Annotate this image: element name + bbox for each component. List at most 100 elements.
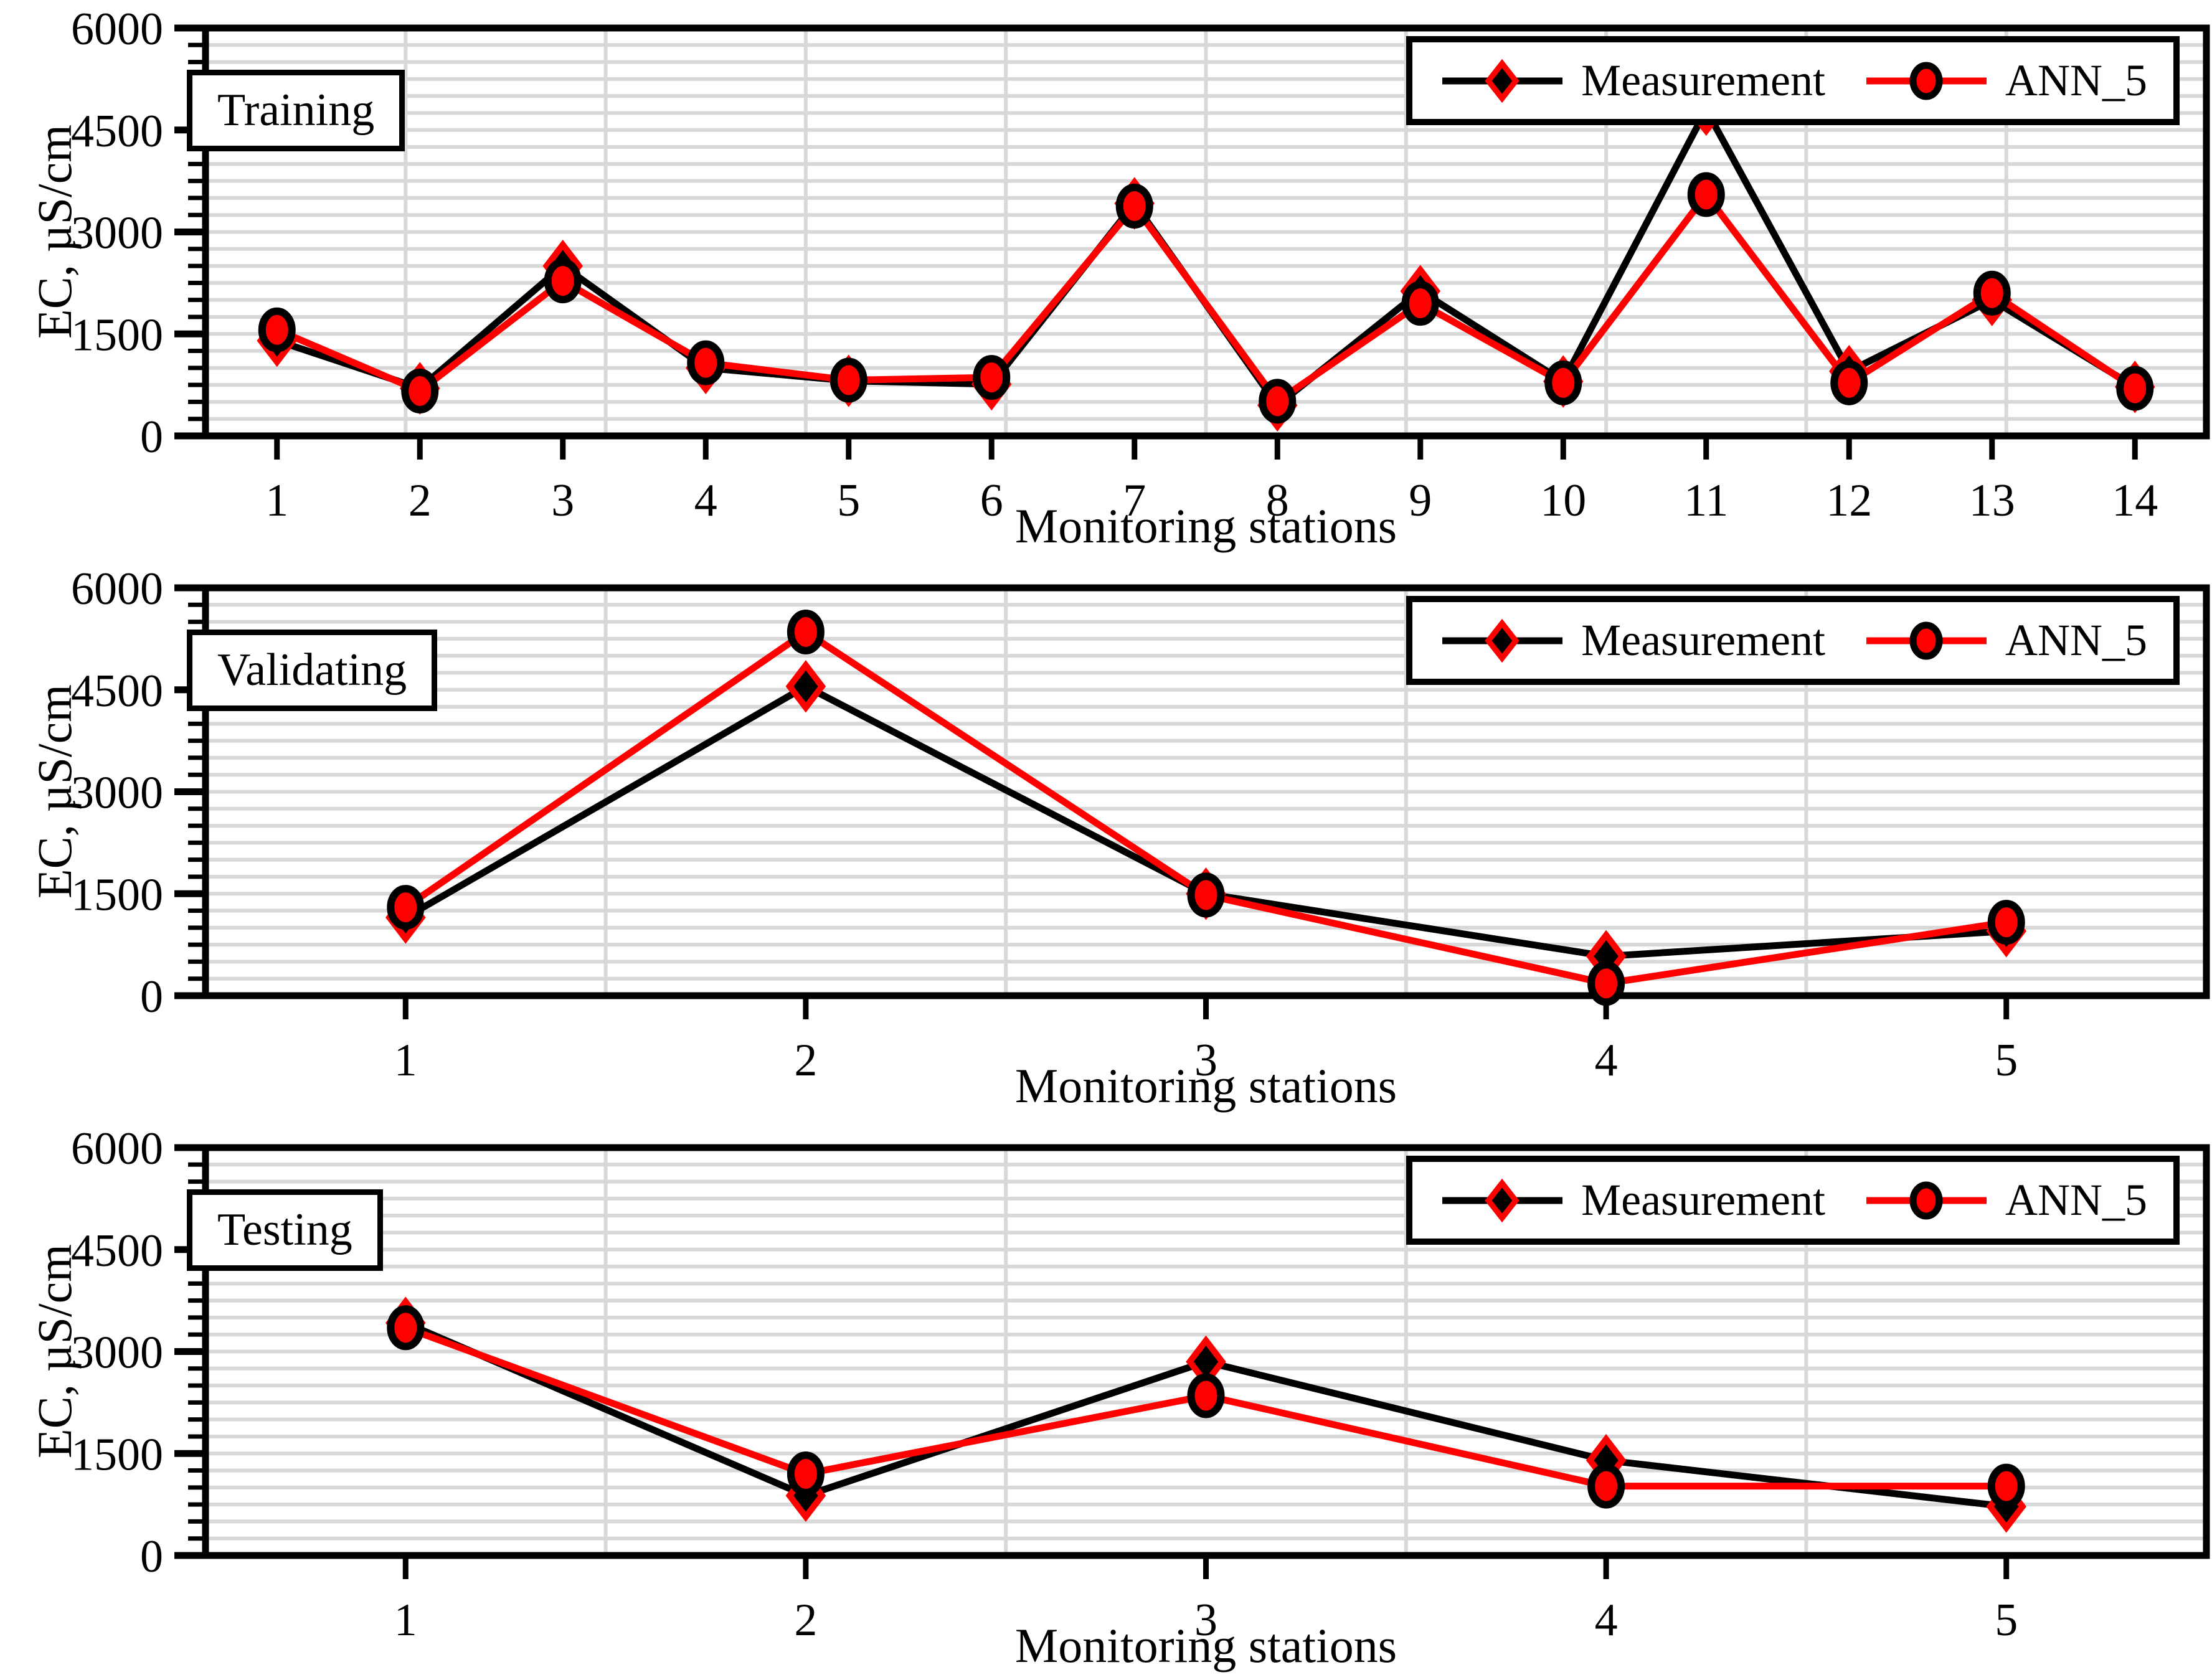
circle-marker (1587, 961, 1625, 1006)
circle-marker (1544, 360, 1582, 405)
y-tick-label: 3000 (71, 208, 163, 259)
ann-series-icon (1866, 621, 1987, 659)
circle-marker (544, 258, 582, 304)
panel-label-box: Validating (187, 630, 438, 712)
x-tick-label: 14 (2112, 475, 2158, 526)
x-tick-label: 13 (1969, 475, 2015, 526)
x-tick-label: 8 (1266, 475, 1289, 526)
y-tick-label: 1500 (71, 1429, 163, 1480)
y-tick-label: 4500 (71, 666, 163, 717)
y-axis-title: EC, µS/cm (27, 1244, 82, 1458)
series-line (275, 191, 2137, 405)
x-tick-label: 12 (1826, 475, 1872, 526)
circle-marker (2116, 366, 2154, 411)
legend: Measurement ANN_5 (1406, 596, 2180, 685)
y-tick-label: 3000 (71, 1328, 163, 1379)
x-tick-label: 5 (1995, 1035, 2018, 1086)
x-tick-label: 1 (265, 475, 288, 526)
legend-label-measurement: Measurement (1581, 615, 1825, 665)
panel-label-box: Training (187, 70, 405, 152)
circle-marker (1987, 1463, 2025, 1509)
legend-label-measurement: Measurement (1581, 1175, 1825, 1225)
x-tick-label: 7 (1123, 475, 1146, 526)
ann-circle-marker (1909, 621, 1943, 659)
circle-marker (1259, 379, 1297, 424)
legend-item-measurement: Measurement (1439, 1174, 1825, 1226)
y-tick-label: 4500 (71, 106, 163, 157)
x-axis-title: Monitoring stations (1014, 1618, 1397, 1673)
circle-marker (787, 609, 825, 654)
y-tick-label: 3000 (71, 768, 163, 819)
measurement-series-icon (1442, 1178, 1563, 1222)
panel-label: Validating (217, 644, 407, 696)
x-axis-title: Monitoring stations (1014, 1059, 1397, 1113)
legend-item-ann: ANN_5 (1863, 55, 2147, 106)
legend-item-measurement: Measurement (1439, 55, 1825, 106)
x-tick-label: 6 (980, 475, 1003, 526)
x-tick-label: 5 (837, 475, 860, 526)
circle-marker (1587, 1463, 1625, 1509)
x-tick-label: 5 (1995, 1595, 2018, 1646)
x-axis-ticks (402, 1555, 2010, 1579)
circle-marker (387, 1305, 425, 1351)
legend-label-ann: ANN_5 (2005, 1175, 2147, 1225)
y-tick-label: 0 (140, 1531, 163, 1582)
y-tick-label: 6000 (71, 564, 163, 615)
circle-marker (687, 340, 725, 385)
y-tick-label: 6000 (71, 1123, 163, 1174)
y-tick-label: 1500 (71, 309, 163, 361)
circle-marker (1401, 281, 1439, 326)
series-measurement (385, 660, 2026, 983)
x-tick-label: 2 (409, 475, 432, 526)
measurement-series-icon (1442, 59, 1563, 103)
y-tick-label: 4500 (71, 1225, 163, 1277)
measurement-diamond-marker (1485, 1178, 1520, 1222)
diamond-marker (785, 660, 826, 713)
x-tick-label: 2 (794, 1035, 817, 1086)
y-tick-label: 1500 (71, 869, 163, 920)
legend-label-ann: ANN_5 (2005, 615, 2147, 665)
panel-label: Training (217, 85, 375, 136)
legend-label-ann: ANN_5 (2005, 55, 2147, 105)
panel-testing: 0 1500 3000 4500 6000 1 2 3 4 5 EC, µS/cm Testing… (0, 1120, 2212, 1679)
panel-label: Testing (217, 1204, 352, 1255)
series-ann5 (387, 609, 2025, 1006)
circle-marker (787, 1451, 825, 1496)
x-tick-label: 2 (794, 1595, 817, 1646)
ann-series-icon (1866, 62, 1987, 100)
legend-label-measurement: Measurement (1581, 55, 1825, 105)
x-axis-ticks (402, 996, 2010, 1019)
x-axis-title: Monitoring stations (1014, 499, 1397, 553)
circle-marker (1687, 172, 1725, 217)
legend: Measurement ANN_5 (1406, 36, 2180, 125)
y-tick-label: 0 (140, 971, 163, 1022)
x-tick-label: 4 (1595, 1035, 1618, 1086)
legend-item-ann: ANN_5 (1863, 1174, 2147, 1226)
y-axis-title: EC, µS/cm (27, 684, 82, 899)
x-tick-label: 4 (694, 475, 717, 526)
circle-marker (1187, 872, 1225, 918)
x-tick-label: 3 (1194, 1035, 1217, 1086)
legend-item-ann: ANN_5 (1863, 615, 2147, 666)
series-ann5 (387, 1305, 2025, 1509)
circle-marker (1987, 900, 2025, 945)
circle-marker (830, 357, 867, 403)
ann-circle-marker (1909, 62, 1943, 100)
legend: Measurement ANN_5 (1406, 1156, 2180, 1245)
x-tick-label: 11 (1684, 475, 1728, 526)
panel-label-box: Testing (187, 1189, 383, 1272)
y-axis-title: EC, µS/cm (27, 125, 82, 339)
legend-item-measurement: Measurement (1439, 615, 1825, 666)
circle-marker (1115, 184, 1153, 229)
measurement-diamond-marker (1485, 618, 1520, 663)
circle-marker (1830, 360, 1868, 405)
panel-training: 0 1500 3000 4500 6000 1 2 3 4 5 6 7 8 9 10 11 12 13 14 EC,… (0, 0, 2212, 560)
ann-series-icon (1866, 1181, 1987, 1219)
circle-marker (1973, 270, 2011, 316)
circle-marker (401, 368, 439, 413)
x-tick-label: 3 (551, 475, 574, 526)
ann-circle-marker (1909, 1181, 1943, 1219)
circle-marker (387, 885, 425, 930)
x-tick-label: 10 (1540, 475, 1586, 526)
x-axis-ticks (274, 436, 2138, 460)
